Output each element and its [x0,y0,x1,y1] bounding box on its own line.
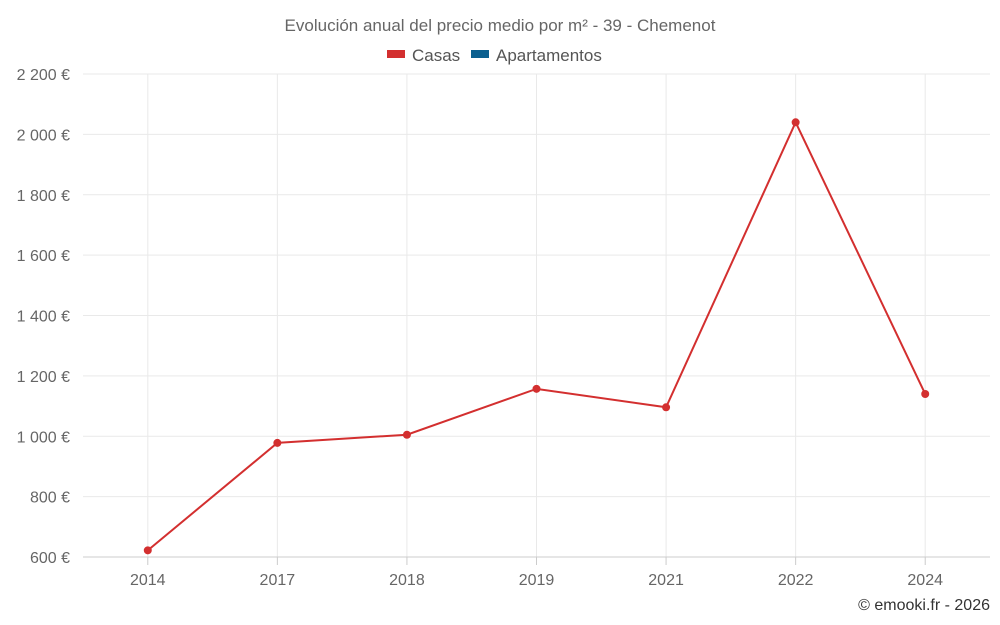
y-tick-label: 800 € [30,490,70,507]
y-tick-label: 1 800 € [17,188,70,205]
y-tick-label: 1 400 € [17,309,70,326]
legend-swatch-apartamentos [471,50,489,58]
data-point-casas-2024[interactable] [921,389,930,398]
series-casas [143,118,930,555]
y-tick-label: 2 200 € [17,67,70,84]
data-point-casas-2014[interactable] [143,546,152,555]
grid [83,73,990,558]
y-tick-label: 1 200 € [17,369,70,386]
legend-item-casas[interactable]: Casas [387,46,460,65]
data-point-casas-2019[interactable] [532,384,541,393]
legend-swatch-casas [387,50,405,58]
data-point-casas-2022[interactable] [791,118,800,127]
y-tick-label: 600 € [30,550,70,567]
y-tick-label: 1 600 € [17,248,70,265]
x-tick-label: 2021 [648,572,684,589]
data-point-casas-2018[interactable] [402,430,411,439]
x-tick-label: 2014 [130,572,166,589]
x-tick-label: 2022 [778,572,814,589]
data-point-casas-2017[interactable] [273,438,282,447]
x-axis: 2014 2017 2018 2019 2021 2022 2024 [83,556,990,589]
legend-item-apartamentos[interactable]: Apartamentos [471,46,602,65]
y-tick-label: 1 000 € [17,429,70,446]
y-axis: 600 € 800 € 1 000 € 1 200 € 1 400 € 1 600 € 1 … [17,67,70,567]
legend: Casas Apartamentos [387,46,602,65]
legend-label-casas: Casas [412,46,460,65]
data-point-casas-2021[interactable] [662,403,671,412]
y-tick-label: 2 000 € [17,127,70,144]
x-tick-label: 2024 [907,572,943,589]
legend-label-apartamentos: Apartamentos [496,46,602,65]
x-tick-label: 2018 [389,572,425,589]
chart-title: Evolución anual del precio medio por m² … [285,16,716,35]
x-tick-label: 2017 [260,572,296,589]
credit-text: © emooki.fr - 2026 [858,597,990,614]
x-tick-label: 2019 [519,572,555,589]
